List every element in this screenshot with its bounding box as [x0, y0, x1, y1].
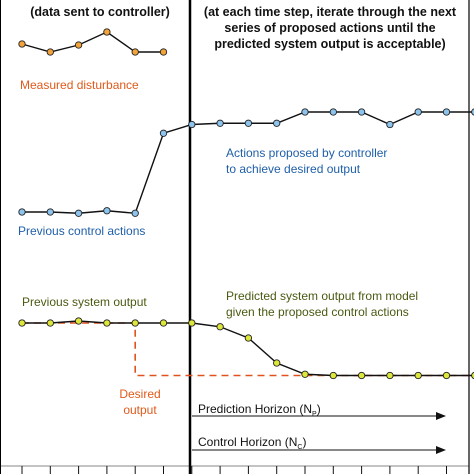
previous-output-point — [74, 317, 83, 325]
measured-disturbance-label: Measured disturbance — [20, 78, 139, 92]
top-right-note-line1: (at each time step, iterate through the … — [204, 5, 457, 19]
predicted-output-point — [357, 371, 366, 380]
top-left-note: (data sent to controller) — [30, 5, 170, 19]
proposed-control-point — [414, 108, 422, 116]
system-output-series — [18, 317, 474, 380]
time-ticks — [21, 466, 447, 474]
proposed-control-point — [386, 120, 394, 129]
desired-output-line — [22, 322, 474, 377]
disturbance-point — [131, 48, 139, 56]
system-output-line — [22, 320, 474, 377]
predicted-output-point — [442, 371, 451, 380]
actions-proposed-label-line2: to achieve desired output — [226, 162, 361, 176]
top-right-note-line2: series of proposed actions until the — [224, 21, 435, 35]
control-actions-series — [18, 108, 474, 217]
proposed-control-point — [329, 108, 337, 116]
predicted-output-point — [471, 371, 474, 380]
previous-output-point — [103, 319, 111, 327]
previous-control-point — [131, 209, 139, 217]
previous-output-point — [159, 319, 168, 327]
desired-output-series — [22, 322, 474, 377]
previous-control-actions-label: Previous control actions — [18, 224, 145, 238]
predicted-output-point — [329, 371, 337, 380]
top-right-note-line3: predicted system output is acceptable) — [214, 37, 445, 51]
control-horizon-arrowhead — [436, 446, 446, 454]
measured-disturbance-series — [18, 28, 168, 56]
previous-control-point — [18, 208, 26, 216]
actions-proposed-label-line1: Actions proposed by controller — [226, 146, 387, 160]
predicted-output-point — [414, 371, 422, 380]
predicted-output-point — [273, 359, 281, 367]
control-actions-line — [22, 111, 474, 214]
previous-control-point — [103, 207, 111, 215]
disturbance-line — [21, 31, 164, 53]
predicted-output-label-line1: Predicted system output from model — [226, 289, 418, 303]
prediction-horizon-arrowhead — [436, 412, 446, 420]
predicted-output-point — [216, 323, 224, 331]
proposed-control-point — [357, 108, 366, 116]
proposed-control-point — [301, 108, 309, 116]
predicted-output-point — [386, 371, 394, 380]
predicted-output-point — [244, 334, 253, 342]
previous-output-point — [188, 319, 196, 327]
previous-output-point — [131, 319, 139, 327]
proposed-control-point — [442, 108, 451, 116]
desired-output-label-line1: Desired — [119, 387, 160, 401]
proposed-control-point — [471, 108, 474, 116]
predicted-output-point — [301, 370, 309, 378]
control-horizon-label: Control Horizon (NC) — [198, 435, 306, 451]
prediction-horizon-label: Prediction Horizon (NP) — [198, 402, 321, 418]
proposed-control-point — [159, 129, 168, 137]
previous-control-point — [74, 209, 83, 217]
disturbance-point — [74, 41, 83, 49]
disturbance-point — [103, 28, 111, 36]
proposed-control-point — [244, 119, 253, 127]
proposed-control-point — [188, 120, 196, 129]
desired-output-label-line2: output — [123, 403, 157, 417]
proposed-control-point — [273, 119, 281, 127]
previous-output-point — [18, 319, 26, 327]
disturbance-point — [46, 48, 54, 56]
previous-system-output-label: Previous system output — [22, 295, 147, 309]
previous-control-point — [46, 208, 54, 216]
predicted-output-label-line2: given the proposed control actions — [226, 305, 409, 319]
previous-output-point — [46, 319, 54, 327]
disturbance-point — [159, 48, 168, 56]
disturbance-point — [18, 40, 26, 48]
proposed-control-point — [216, 119, 224, 127]
